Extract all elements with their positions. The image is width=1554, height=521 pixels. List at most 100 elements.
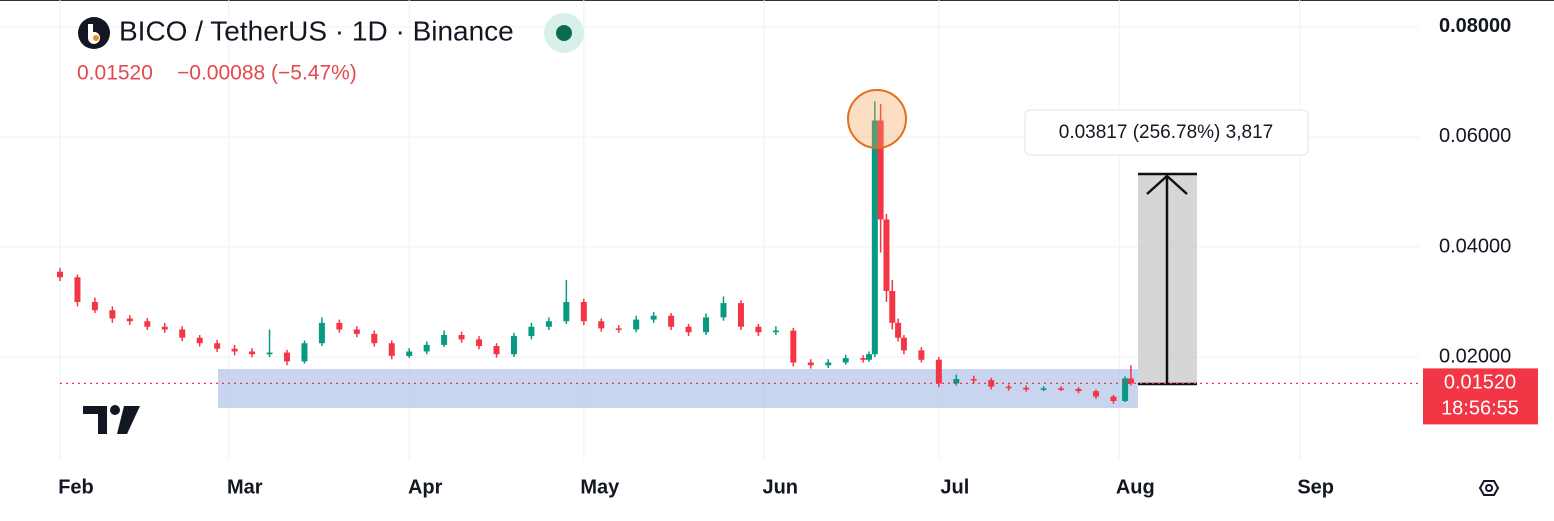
candle-body [144,321,151,327]
y-tick-label: 0.08000 [1439,15,1511,37]
candle-body [563,301,570,322]
candle-body [266,352,273,355]
measure-arrowhead [1146,174,1188,195]
candle-body [1040,388,1047,390]
tv-logo-v [117,406,140,434]
chart-title: BICO / TetherUS · 1D · Binance [119,15,514,46]
candle-body [528,326,535,337]
last-price-label: 0.01520 [1444,372,1516,394]
candle-body [126,318,133,322]
candle-body [231,348,238,352]
candle-body [883,219,890,291]
x-tick-label: Mar [227,476,263,498]
candle-body [510,336,517,355]
candle-body [1058,388,1065,390]
candle-body [900,337,907,351]
x-tick-label: Feb [58,476,94,498]
highlight-circle [847,89,907,149]
x-tick-label: Apr [408,476,443,498]
candle-body [889,290,896,323]
candle-body [57,271,63,278]
candle-body [953,378,960,384]
candle-body [650,315,657,320]
x-tick-label: Jul [940,476,969,498]
candle-body [825,362,832,366]
candle-body [1023,387,1030,390]
candle-body [877,120,884,220]
x-tick-label: Jun [762,476,798,498]
candle-body [1075,388,1082,392]
candle-body [615,328,622,330]
last-price-badge [1423,368,1538,425]
candle-body [633,319,640,330]
candle-body [970,378,977,381]
candle-body [842,358,849,363]
candle-body [871,120,878,355]
candle-body [109,310,116,319]
candle-body [214,343,221,349]
support-zone [218,369,1138,408]
settings-icon-center [1485,484,1493,492]
candle-body [1092,391,1099,397]
y-tick-label: 0.02000 [1439,345,1511,367]
candle-body [388,343,395,356]
tv-logo-dot [110,405,120,415]
candle-body [1122,378,1129,401]
measure-label: 0.03817 (256.78%) 3,817 [1059,122,1273,143]
candle-body [860,358,867,360]
candle-body [703,317,710,333]
candle-body [179,329,186,338]
header-change: −0.00088 (−5.47%) [177,62,357,85]
candle-body [918,350,925,360]
candle-body [598,321,605,329]
candle-body [353,329,360,334]
candle-body [301,343,308,362]
candle-body [1110,396,1117,401]
candle-body [458,334,465,340]
countdown-label: 18:56:55 [1441,398,1519,420]
measure-label-box [1024,109,1309,156]
candle-body [249,351,256,355]
candle-body [1127,378,1134,384]
x-tick-label: Aug [1116,476,1155,498]
candle-body [1005,386,1012,389]
candle-body [790,330,797,363]
x-tick-label: Sep [1297,476,1334,498]
candle-body [737,303,744,327]
x-tick-label: May [580,476,620,498]
candle-body [423,344,430,352]
candle-body [91,301,98,311]
header-price: 0.01520 [77,62,153,85]
candle-body [895,322,902,338]
candle-body [807,362,814,366]
candle-body [755,326,762,333]
candle-body [476,339,483,346]
candle-body [935,359,942,384]
overlay: 0.02000 0.04000 0.06000 0.08000 Feb Mar Apr May… [58,15,1538,498]
candle-body [161,326,168,330]
candle-body [493,345,500,355]
candle-body [441,334,448,345]
candle-body [668,315,675,327]
status-dot [556,25,572,41]
candle-body [685,326,692,333]
candle-body [196,337,203,344]
candle-body [318,322,325,344]
tv-logo-t [83,406,107,434]
candle-body [74,277,81,302]
settings-button[interactable] [1478,480,1500,496]
candle-body [283,352,290,362]
candle-body [545,321,552,327]
candle-body [336,322,343,330]
candles [57,101,1134,404]
candle-body [772,330,779,333]
candle-body [720,303,727,318]
candle-body [865,354,872,360]
candle-body [371,333,378,344]
y-tick-label: 0.04000 [1439,235,1511,257]
coin-icon-dot [93,35,99,41]
y-tick-label: 0.06000 [1439,125,1511,147]
